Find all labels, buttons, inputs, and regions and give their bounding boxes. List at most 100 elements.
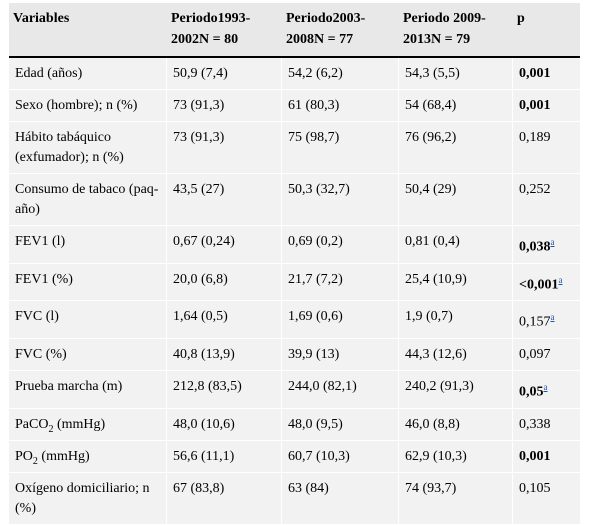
footnote-link[interactable]: a (550, 312, 555, 323)
var-text: PaCO (15, 416, 49, 432)
cell-period-2: 0,69 (0,2) (282, 226, 399, 264)
cell-period-1: 40,8 (13,9) (167, 338, 282, 371)
cell-period-2: 48,0 (9,5) (282, 408, 399, 441)
cell-period-2: 50,3 (32,7) (282, 174, 399, 226)
cell-period-1: 50,9 (7,4) (167, 58, 282, 90)
cell-p: 0,001 (513, 90, 580, 122)
cell-variable: FVC (%) (9, 338, 167, 371)
cell-p: 0,252 (513, 174, 580, 226)
cell-variable: FEV1 (%) (9, 263, 167, 302)
cell-period-1: 0,67 (0,24) (167, 226, 282, 264)
cell-period-3: 74 (93,7) (399, 472, 513, 525)
cell-variable: Oxígeno domiciliario; n (%) (9, 472, 167, 525)
p-value: 0,001 (519, 448, 551, 464)
cell-period-1: 212,8 (83,5) (167, 370, 282, 409)
cell-p: 0,097 (513, 338, 580, 371)
cell-period-1: 56,6 (11,1) (167, 440, 282, 473)
table-row: PaCO2 (mmHg) 48,0 (10,6) 48,0 (9,5) 46,0… (9, 408, 580, 441)
p-value: <0,001 (519, 277, 559, 293)
table-row: FEV1 (%) 20,0 (6,8) 21,7 (7,2) 25,4 (10,… (9, 263, 580, 302)
cell-variable: Hábito tabáquico (exfumador); n (%) (9, 122, 167, 174)
p-value: 0,05 (519, 384, 544, 400)
p-value: 0,105 (519, 480, 551, 496)
cell-period-1: 73 (91,3) (167, 90, 282, 122)
header-variables: Variables (9, 3, 167, 58)
cell-p: 0,157a (513, 301, 580, 339)
table-row: Consumo de tabaco (paq-año) 43,5 (27) 50… (9, 174, 580, 226)
var-unit: (mmHg) (53, 416, 106, 432)
p-value: 0,097 (519, 346, 551, 362)
cell-period-1: 48,0 (10,6) (167, 408, 282, 441)
cell-period-2: 54,2 (6,2) (282, 58, 399, 90)
p-value: 0,001 (519, 98, 551, 113)
cell-period-1: 20,0 (6,8) (167, 263, 282, 302)
cell-p: <0,001a (513, 263, 580, 302)
cell-period-3: 25,4 (10,9) (399, 263, 513, 302)
cell-period-1: 73 (91,3) (167, 122, 282, 174)
p-value: 0,038 (519, 239, 551, 255)
cell-period-2: 244,0 (82,1) (282, 370, 399, 409)
cell-p: 0,05a (513, 370, 580, 409)
footnote-link[interactable]: a (550, 237, 555, 247)
var-subscript: 2 (48, 423, 54, 435)
p-value: 0,252 (519, 182, 551, 197)
cell-period-2: 39,9 (13) (282, 338, 399, 371)
header-period-3: Periodo 2009-2013N = 79 (399, 3, 513, 58)
p-value: 0,338 (519, 416, 551, 432)
cell-period-2: 1,69 (0,6) (282, 301, 399, 339)
cell-p: 0,001 (513, 58, 580, 90)
table-row: Edad (años) 50,9 (7,4) 54,2 (6,2) 54,3 (… (9, 58, 580, 90)
cell-period-2: 21,7 (7,2) (282, 263, 399, 302)
cell-period-2: 63 (84) (282, 472, 399, 525)
cell-period-3: 240,2 (91,3) (399, 370, 513, 409)
header-period-1: Periodo1993-2002N = 80 (167, 3, 282, 58)
table-row: Sexo (hombre); n (%) 73 (91,3) 61 (80,3)… (9, 90, 580, 122)
cell-p: 0,038a (513, 226, 580, 264)
p-value: 0,157 (519, 314, 551, 330)
cell-period-3: 62,9 (10,3) (399, 440, 513, 473)
table-row: Prueba marcha (m) 212,8 (83,5) 244,0 (82… (9, 370, 580, 409)
header-period-2: Periodo2003-2008N = 77 (282, 3, 399, 58)
p-value: 0,189 (519, 130, 551, 145)
cell-period-3: 1,9 (0,7) (399, 301, 513, 339)
cell-p: 0,105 (513, 472, 580, 525)
cell-period-3: 76 (96,2) (399, 122, 513, 174)
var-subscript: 2 (32, 455, 38, 467)
table-row: Oxígeno domiciliario; n (%) 67 (83,8) 63… (9, 472, 580, 525)
cell-variable: PO2 (mmHg) (9, 440, 167, 473)
cell-period-3: 50,4 (29) (399, 174, 513, 226)
p-value: 0,001 (519, 66, 551, 81)
cell-period-3: 54,3 (5,5) (399, 58, 513, 90)
cell-variable: FVC (l) (9, 301, 167, 339)
cell-period-2: 75 (98,7) (282, 122, 399, 174)
table-row: Hábito tabáquico (exfumador); n (%) 73 (… (9, 122, 580, 174)
cell-period-3: 46,0 (8,8) (399, 408, 513, 441)
cell-variable: Consumo de tabaco (paq-año) (9, 174, 167, 226)
cell-period-3: 44,3 (12,6) (399, 338, 513, 371)
header-p: p (513, 3, 580, 58)
cell-period-1: 43,5 (27) (167, 174, 282, 226)
comparison-table: Variables Periodo1993-2002N = 80 Periodo… (9, 3, 580, 525)
cell-variable: Edad (años) (9, 58, 167, 90)
cell-variable: Sexo (hombre); n (%) (9, 90, 167, 122)
cell-p: 0,189 (513, 122, 580, 174)
cell-p: 0,338 (513, 408, 580, 441)
var-unit: (mmHg) (37, 448, 90, 464)
footnote-link[interactable]: a (543, 381, 548, 392)
table-header: Variables Periodo1993-2002N = 80 Periodo… (9, 3, 580, 58)
table-row: FVC (%) 40,8 (13,9) 39,9 (13) 44,3 (12,6… (9, 338, 580, 371)
cell-variable: FEV1 (l) (9, 226, 167, 264)
header-row: Variables Periodo1993-2002N = 80 Periodo… (9, 3, 580, 58)
cell-p: 0,001 (513, 440, 580, 473)
table-container: Variables Periodo1993-2002N = 80 Periodo… (9, 3, 580, 525)
var-text: PO (15, 448, 33, 464)
table-body: Edad (años) 50,9 (7,4) 54,2 (6,2) 54,3 (… (9, 58, 580, 525)
table-row: FVC (l) 1,64 (0,5) 1,69 (0,6) 1,9 (0,7) … (9, 301, 580, 339)
cell-period-3: 0,81 (0,4) (399, 226, 513, 264)
cell-variable: PaCO2 (mmHg) (9, 408, 167, 441)
cell-period-2: 60,7 (10,3) (282, 440, 399, 473)
table-row: FEV1 (l) 0,67 (0,24) 0,69 (0,2) 0,81 (0,… (9, 226, 580, 264)
cell-period-2: 61 (80,3) (282, 90, 399, 122)
cell-period-1: 67 (83,8) (167, 472, 282, 525)
footnote-link[interactable]: a (558, 274, 563, 285)
